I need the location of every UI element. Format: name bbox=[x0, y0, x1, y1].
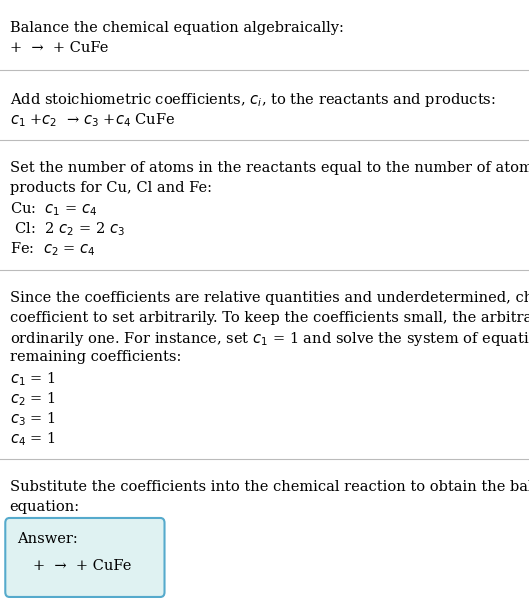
Text: remaining coefficients:: remaining coefficients: bbox=[10, 350, 181, 364]
Text: +  →  + CuFe: + → + CuFe bbox=[33, 559, 132, 573]
Text: Balance the chemical equation algebraically:: Balance the chemical equation algebraica… bbox=[10, 21, 343, 35]
Text: Set the number of atoms in the reactants equal to the number of atoms in the: Set the number of atoms in the reactants… bbox=[10, 161, 529, 175]
Text: Substitute the coefficients into the chemical reaction to obtain the balanced: Substitute the coefficients into the che… bbox=[10, 480, 529, 494]
Text: Fe:  $c_2$ = $c_4$: Fe: $c_2$ = $c_4$ bbox=[10, 241, 95, 258]
Text: equation:: equation: bbox=[10, 500, 80, 514]
Text: $c_3$ = 1: $c_3$ = 1 bbox=[10, 410, 55, 428]
FancyBboxPatch shape bbox=[5, 518, 165, 597]
Text: $c_1$ = 1: $c_1$ = 1 bbox=[10, 370, 55, 388]
Text: Cl:  2 $c_2$ = 2 $c_3$: Cl: 2 $c_2$ = 2 $c_3$ bbox=[10, 221, 124, 238]
Text: $c_1$ +$c_2$  → $c_3$ +$c_4$ CuFe: $c_1$ +$c_2$ → $c_3$ +$c_4$ CuFe bbox=[10, 111, 175, 128]
Text: $c_4$ = 1: $c_4$ = 1 bbox=[10, 430, 55, 447]
Text: Cu:  $c_1$ = $c_4$: Cu: $c_1$ = $c_4$ bbox=[10, 201, 97, 218]
Text: products for Cu, Cl and Fe:: products for Cu, Cl and Fe: bbox=[10, 181, 212, 195]
Text: Since the coefficients are relative quantities and underdetermined, choose a: Since the coefficients are relative quan… bbox=[10, 291, 529, 305]
Text: coefficient to set arbitrarily. To keep the coefficients small, the arbitrary va: coefficient to set arbitrarily. To keep … bbox=[10, 311, 529, 324]
Text: Answer:: Answer: bbox=[17, 532, 78, 546]
Text: ordinarily one. For instance, set $c_1$ = 1 and solve the system of equations fo: ordinarily one. For instance, set $c_1$ … bbox=[10, 330, 529, 349]
Text: $c_2$ = 1: $c_2$ = 1 bbox=[10, 390, 55, 408]
Text: Add stoichiometric coefficients, $c_i$, to the reactants and products:: Add stoichiometric coefficients, $c_i$, … bbox=[10, 91, 495, 109]
Text: +  →  + CuFe: + → + CuFe bbox=[10, 41, 108, 55]
